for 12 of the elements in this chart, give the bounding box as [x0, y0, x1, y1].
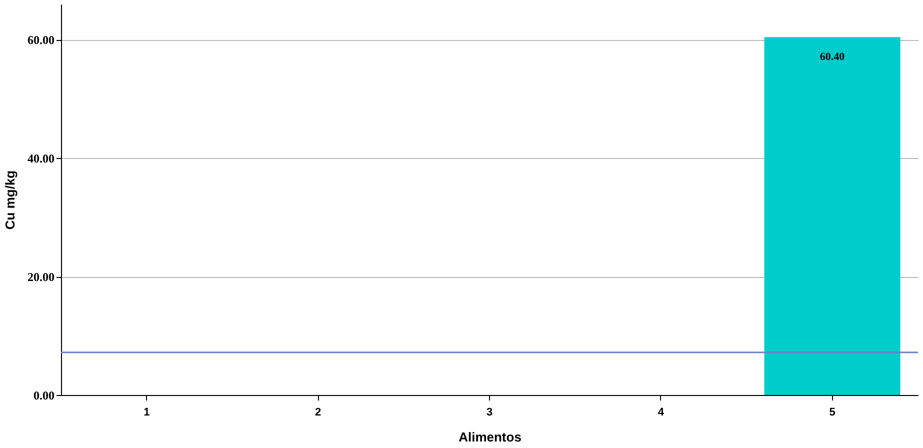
- y-tick-label: 60.00: [28, 33, 54, 48]
- x-tick-label: 5: [829, 406, 836, 418]
- y-axis-title: Cu mg/kg: [2, 170, 18, 230]
- y-tick-label: 40.00: [28, 152, 54, 166]
- x-tick-label: 1: [144, 406, 150, 418]
- data-label: 60.40: [820, 51, 846, 64]
- x-tick-label: 2: [315, 406, 322, 418]
- y-tick-label: 0.00: [34, 388, 54, 402]
- x-axis-title: Alimentos: [458, 430, 522, 444]
- y-tick-label: 20.00: [28, 270, 54, 284]
- x-tick-label: 4: [658, 406, 665, 418]
- x-tick-label: 3: [486, 406, 493, 418]
